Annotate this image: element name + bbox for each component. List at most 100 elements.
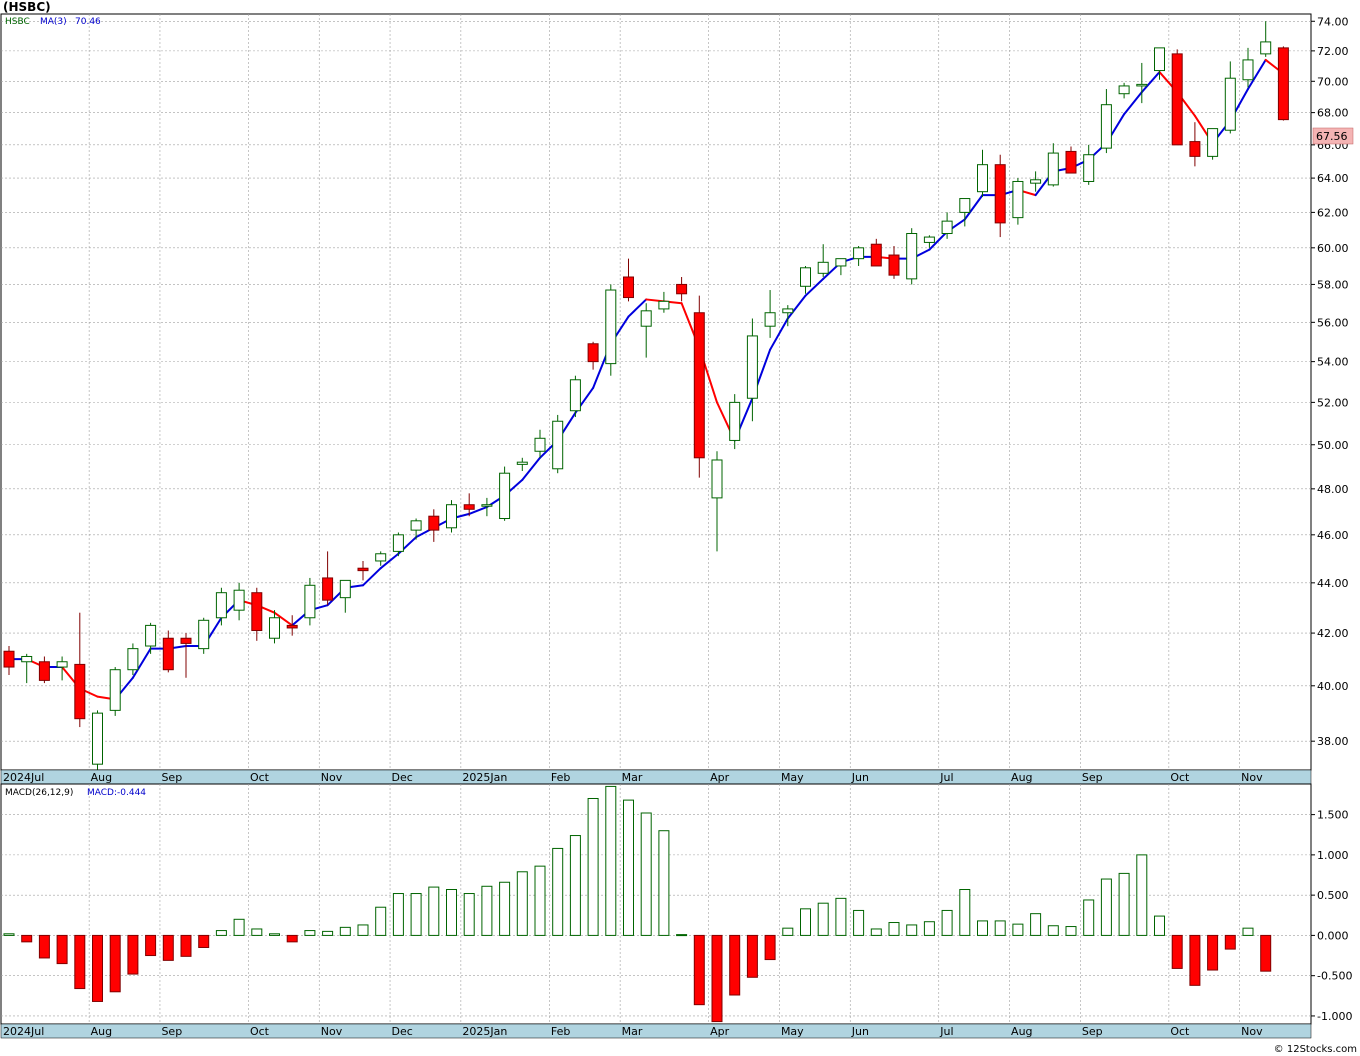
price-panel: 38.00 40.00 42.00 44.00 46.00 48.00 50.00 52.00…: [0, 13, 1354, 771]
price-tick-label: 46.00: [1317, 529, 1349, 542]
candle-body: [623, 276, 634, 299]
month-label: 2025Jan: [462, 1025, 507, 1038]
ma3-segment: [468, 506, 488, 515]
price-tick-label: 44.00: [1317, 577, 1349, 590]
candle-body: [888, 254, 900, 276]
macd-bar: [640, 812, 652, 936]
macd-bar: [870, 928, 882, 936]
macd-bar: [835, 897, 847, 936]
macd-bar: [145, 934, 157, 957]
candle: [357, 560, 369, 581]
ma3-segment: [627, 298, 648, 318]
candle-body: [251, 592, 263, 632]
candle-body: [286, 624, 298, 629]
candle-body: [74, 663, 86, 720]
candle: [481, 497, 493, 517]
candle: [552, 414, 564, 474]
macd-bar: [1083, 899, 1095, 936]
macd-bar: [251, 928, 263, 936]
candle: [215, 587, 227, 626]
macd-bars: [3, 785, 1272, 1023]
month-label: Apr: [710, 1025, 730, 1038]
macd-tick-label: 1.000: [1317, 849, 1349, 862]
month-label: Aug: [91, 1025, 112, 1038]
candle-body: [446, 504, 457, 529]
macd-bar: [853, 909, 865, 936]
macd-bar: [304, 930, 316, 936]
last-price-box: [1312, 127, 1354, 145]
chart-title: (HSBC): [3, 0, 51, 14]
macd-bar: [1242, 927, 1254, 936]
month-label: Jul: [939, 771, 953, 784]
candle-body: [658, 300, 670, 310]
candle: [375, 551, 387, 566]
month-label: 2024Jul: [3, 1025, 44, 1038]
macd-bar: [1047, 925, 1059, 936]
candle: [1171, 49, 1183, 146]
macd-bar: [357, 924, 369, 936]
macd-bar: [109, 934, 121, 993]
candle: [162, 630, 174, 673]
candle-body: [322, 577, 334, 601]
macd-bar: [994, 920, 1006, 936]
candle-body: [180, 637, 192, 644]
ma3-segment: [521, 456, 541, 481]
macd-bar: [906, 924, 918, 936]
candle-body: [605, 289, 617, 365]
price-tick-label: 72.00: [1317, 45, 1349, 58]
price-tick-label: 40.00: [1317, 680, 1349, 693]
candle: [764, 290, 776, 338]
candle: [853, 246, 865, 266]
macd-bar: [162, 934, 174, 961]
macd-bar: [693, 934, 705, 1006]
candle-body: [1171, 53, 1183, 146]
macd-bar: [499, 881, 511, 936]
ma3-segment: [963, 194, 984, 221]
ma3-segment: [769, 317, 789, 351]
candle-body: [693, 312, 705, 459]
macd-bar: [1189, 934, 1201, 986]
macd-bar: [959, 889, 971, 936]
candle: [499, 466, 511, 521]
macd-bar: [481, 885, 493, 936]
month-label: May: [781, 771, 804, 784]
candle-body: [746, 335, 758, 399]
macd-bar: [1207, 934, 1219, 971]
candle: [3, 646, 15, 676]
candle: [1030, 171, 1042, 192]
macd-bar: [623, 799, 634, 936]
month-label: Nov: [1241, 771, 1263, 784]
candle-body: [853, 247, 865, 260]
candle: [109, 667, 121, 716]
month-label: Oct: [250, 1025, 270, 1038]
price-grid: [1, 14, 1311, 770]
macd-bar: [587, 797, 599, 936]
macd-bar: [127, 934, 139, 975]
macd-bar: [269, 933, 280, 936]
macd-bar: [1118, 872, 1130, 936]
month-label: Oct: [1170, 771, 1190, 784]
candle-body: [817, 261, 829, 274]
candle: [74, 612, 86, 728]
price-tick-label: 70.00: [1317, 75, 1349, 88]
macd-bar: [941, 909, 953, 936]
candle-body: [1260, 41, 1272, 55]
macd-bar: [1154, 915, 1165, 936]
macd-tick-label: 1.500: [1317, 809, 1349, 822]
candle-body: [1277, 47, 1289, 121]
macd-bar: [392, 893, 404, 936]
price-tick-label: 38.00: [1317, 735, 1349, 748]
macd-bar: [74, 934, 86, 990]
price-tick-label: 42.00: [1317, 627, 1349, 640]
month-label: Aug: [91, 771, 112, 784]
macd-bar: [800, 908, 811, 936]
candle-body: [676, 283, 688, 295]
price-month-axis: 2024Jul Aug Sep Oct Nov Dec 2025Jan Feb Mar Apr Ma…: [0, 769, 1312, 785]
ma3-segment: [362, 567, 382, 587]
candle: [198, 617, 210, 654]
candle: [941, 212, 953, 239]
macd-grid: [1, 784, 1311, 1024]
candle-body: [481, 504, 493, 507]
price-tick-label: 52.00: [1317, 396, 1349, 409]
candle: [870, 238, 882, 267]
